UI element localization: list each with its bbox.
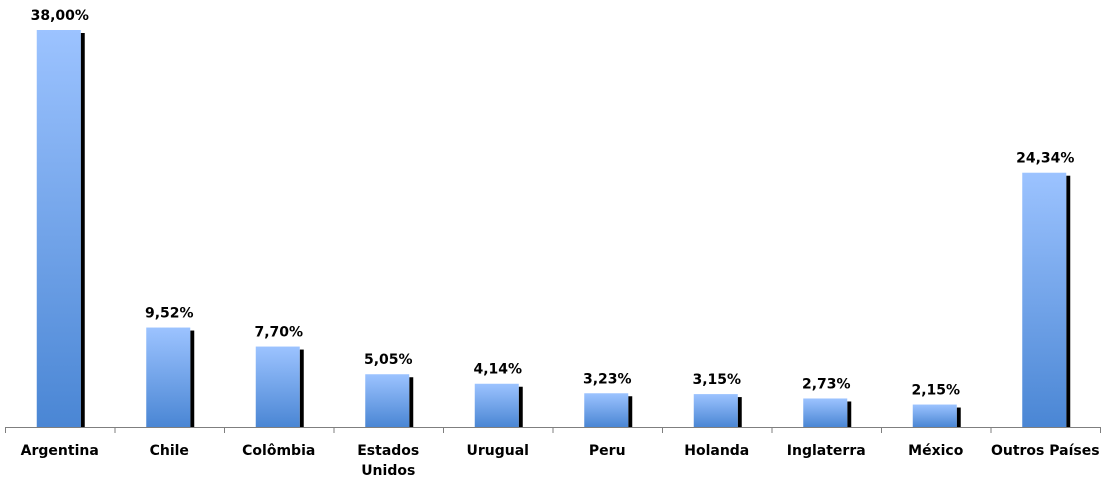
bar-shadow-mexico: [956, 407, 961, 427]
bar-shadow-estados-unidos: [409, 377, 414, 427]
category-label-argentina: Argentina: [21, 443, 99, 459]
value-label-argentina: 38,00%: [31, 8, 89, 24]
category-label-inglaterra: Inglaterra: [787, 443, 866, 459]
category-label-urugual: Urugual: [467, 443, 529, 459]
bar-shadow-colombia: [299, 349, 304, 427]
bar-shadow-peru: [628, 396, 633, 427]
value-labels-layer: 38,00% 9,52% 7,70% 5,05% 4,14% 3,23% 3,15% 2,73…: [31, 8, 1075, 399]
bar-peru: [584, 393, 629, 427]
value-label-urugual: 4,14%: [473, 362, 522, 378]
value-label-mexico: 2,15%: [911, 383, 960, 399]
value-label-outros-paises: 24,34%: [1016, 151, 1074, 167]
bar-shadow-argentina: [80, 33, 85, 427]
category-label-outros-paises: Outros Países: [991, 443, 1100, 459]
category-label-holanda: Holanda: [684, 443, 749, 459]
value-label-chile: 9,52%: [145, 306, 194, 322]
bar-shadow-urugual: [518, 386, 523, 427]
value-label-peru: 3,23%: [583, 371, 632, 387]
bar-shadow-outros-paises: [1066, 175, 1071, 427]
value-label-inglaterra: 2,73%: [802, 376, 851, 392]
category-label-mexico: México: [908, 443, 964, 459]
bar-holanda: [693, 394, 738, 427]
category-labels-layer: Argentina Chile Colômbia Estados Unidos Urugu…: [21, 443, 1100, 479]
category-label-chile: Chile: [150, 443, 189, 459]
bar-outros-paises: [1022, 172, 1067, 427]
value-label-colombia: 7,70%: [254, 325, 303, 341]
value-label-estados-unidos: 5,05%: [364, 352, 413, 368]
bar-chile: [146, 327, 191, 427]
bars-layer: [36, 30, 1071, 427]
bar-mexico: [912, 404, 957, 427]
bar-argentina: [36, 30, 81, 427]
bar-shadow-inglaterra: [847, 401, 852, 427]
bar-urugual: [474, 383, 519, 427]
x-axis: [5, 427, 1101, 433]
category-label-colombia: Colômbia: [242, 443, 315, 459]
category-label-estados-unidos: Estados Unidos: [357, 443, 419, 479]
category-label-peru: Peru: [589, 443, 626, 459]
bar-inglaterra: [803, 398, 848, 427]
bar-colombia: [255, 346, 300, 427]
value-label-holanda: 3,15%: [692, 372, 741, 388]
bar-shadow-chile: [190, 330, 195, 427]
bar-shadow-holanda: [737, 397, 742, 427]
bar-estados-unidos: [365, 374, 410, 427]
